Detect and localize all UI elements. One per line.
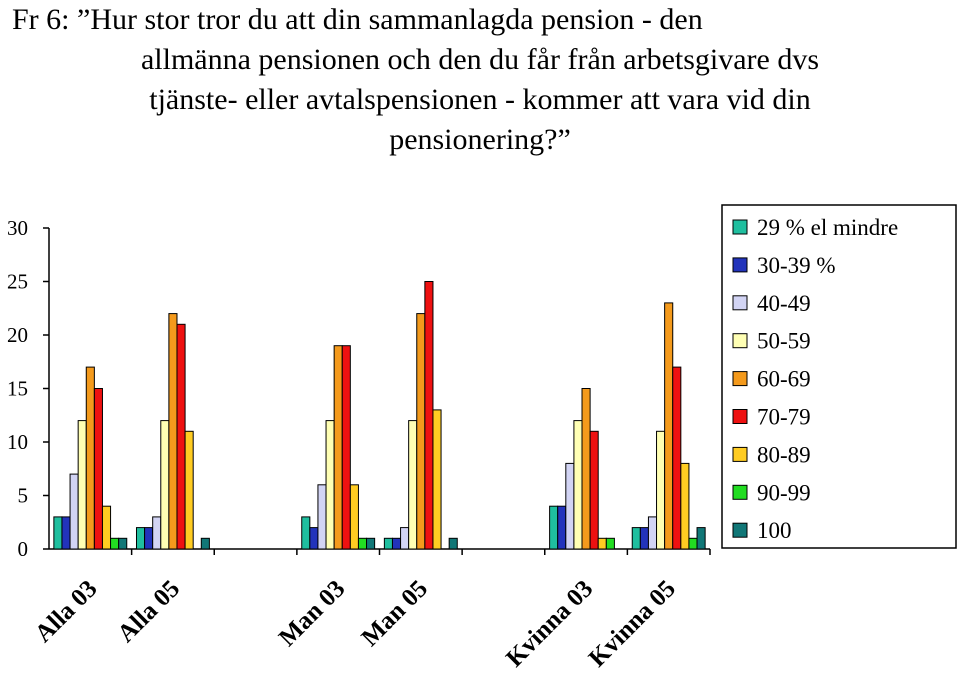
bar — [118, 537, 128, 550]
x-tick-label: Alla 03 — [30, 575, 103, 648]
bar — [597, 537, 607, 550]
bar — [69, 473, 79, 550]
bar — [639, 527, 649, 550]
legend-swatch — [732, 409, 748, 424]
bar — [672, 366, 682, 550]
bar — [408, 420, 418, 550]
legend: 29 % el mindre 30-39 % 40-49 50-59 60-69 70-7… — [721, 204, 957, 549]
bar — [110, 537, 120, 550]
legend-entry-label: 50-59 — [757, 329, 811, 354]
legend-entry-label: 100 — [757, 518, 792, 543]
x-tick-label: Kvinna 03 — [501, 575, 598, 672]
chart-title-line: allmänna pensionen och den du får från a… — [140, 43, 820, 76]
bar — [688, 537, 698, 550]
legend-entry-label: 80-89 — [757, 442, 811, 467]
legend-entry-label: 40-49 — [757, 291, 811, 316]
bar — [432, 409, 442, 550]
bar — [581, 388, 591, 550]
bar — [53, 516, 63, 550]
bar — [176, 323, 186, 550]
bar — [664, 302, 674, 550]
legend-entry-label: 29 % el mindre — [757, 215, 898, 240]
bar — [656, 430, 666, 550]
bar — [309, 527, 319, 550]
bar — [573, 420, 583, 550]
legend-swatch — [732, 484, 748, 500]
legend-entry-label: 70-79 — [757, 405, 811, 430]
bar — [325, 420, 335, 550]
legend-swatch — [732, 522, 748, 538]
chart-title-line: pensionering?” — [389, 123, 571, 156]
y-tick-label: 10 — [7, 430, 28, 454]
bar — [168, 313, 178, 550]
legend-swatch — [732, 371, 748, 387]
bar — [85, 366, 95, 550]
y-tick-label: 30 — [7, 216, 28, 240]
bar — [349, 484, 359, 550]
legend-swatch — [732, 257, 748, 273]
bar — [184, 430, 194, 550]
bar — [549, 505, 559, 550]
bar — [152, 516, 162, 550]
bar — [144, 527, 154, 550]
bar — [647, 516, 658, 550]
bar — [366, 537, 376, 550]
bar — [565, 462, 575, 550]
bar — [680, 462, 690, 550]
y-tick-label: 15 — [7, 377, 28, 401]
legend-swatch — [732, 446, 748, 462]
legend-entry-label: 90-99 — [757, 480, 811, 505]
bar — [696, 527, 706, 550]
bar — [416, 313, 426, 550]
legend-swatch — [732, 295, 748, 311]
bar — [93, 388, 103, 550]
chart-title-line: tjänste- eller avtalspensionen - kommer … — [149, 83, 811, 116]
bar — [631, 527, 641, 550]
bar — [160, 420, 170, 550]
bar — [101, 505, 112, 550]
bar — [448, 537, 458, 550]
bar — [135, 527, 146, 550]
bar — [341, 345, 351, 550]
x-tick-label: Man 05 — [357, 575, 434, 652]
bar — [333, 345, 343, 550]
bar — [61, 516, 71, 550]
y-tick-label: 20 — [7, 323, 28, 347]
bar — [400, 527, 410, 550]
y-tick-label: 25 — [7, 270, 28, 294]
chart-title: Fr 6: ”Hur stor tror du att din sammanla… — [0, 0, 960, 160]
bar — [301, 516, 311, 550]
legend-entry-label: 60-69 — [757, 367, 811, 392]
bar — [383, 537, 393, 550]
bar — [200, 537, 210, 550]
y-tick-label: 5 — [18, 484, 29, 508]
legend-swatch — [732, 333, 748, 349]
x-tick-label: Kvinna 05 — [584, 575, 681, 672]
bar — [605, 537, 615, 550]
legend-box — [721, 204, 957, 549]
x-tick-label: Alla 05 — [113, 575, 186, 648]
x-tick-label: Man 03 — [274, 575, 351, 652]
bar — [424, 281, 434, 550]
bar — [317, 484, 327, 550]
y-tick-label: 0 — [18, 537, 29, 561]
bar — [557, 505, 567, 550]
legend-entry-label: 30-39 % — [757, 253, 836, 278]
bar — [589, 430, 599, 550]
plot-area: 0 5 10 15 20 25 30 Alla 03 Alla 05 Man 03 Man 05 Kv… — [7, 216, 711, 672]
chart-title-line: Fr 6: ”Hur stor tror du att din sammanla… — [12, 3, 703, 36]
bar — [77, 420, 87, 550]
legend-swatch — [732, 219, 748, 235]
bar — [391, 537, 402, 550]
bar — [357, 537, 368, 550]
